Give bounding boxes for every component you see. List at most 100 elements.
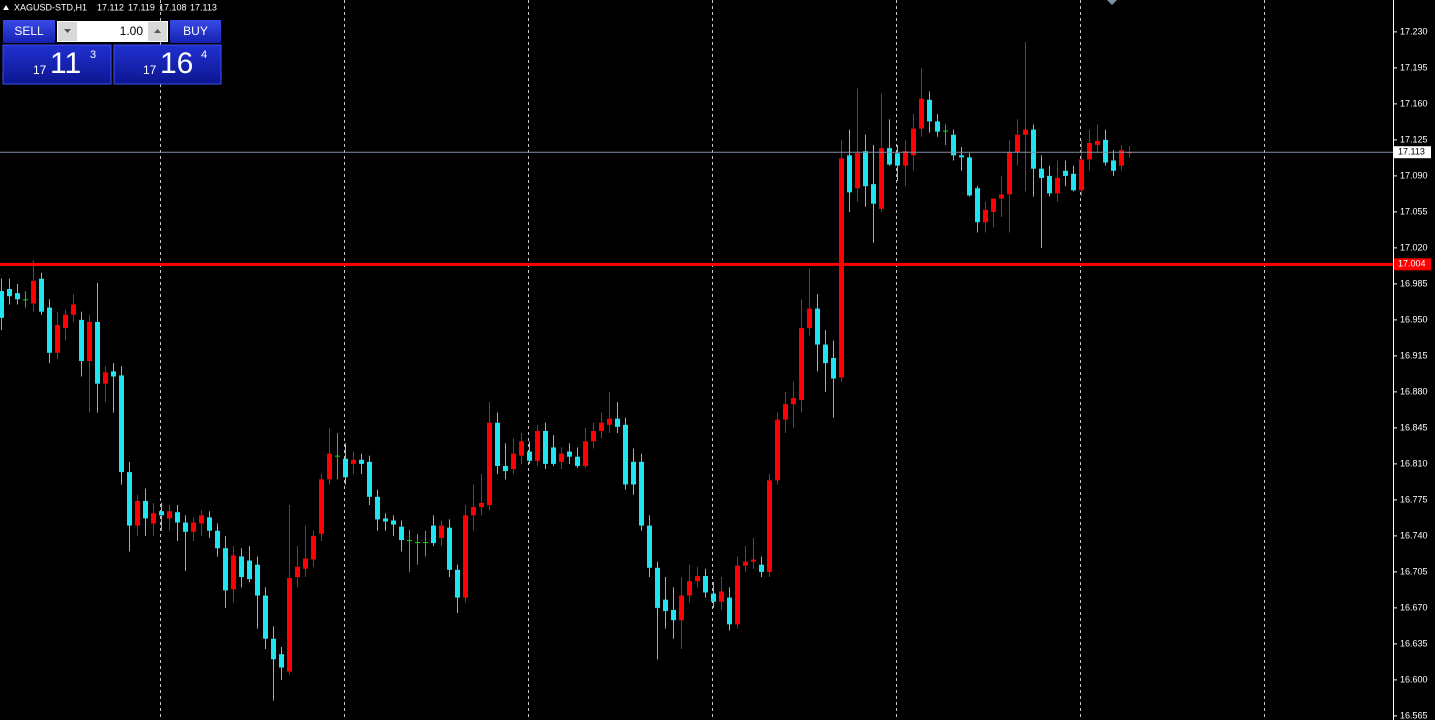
lot-input[interactable] [57, 21, 168, 42]
candle-body [0, 291, 4, 318]
candle-body [487, 422, 492, 506]
candle-body [759, 564, 764, 572]
grid [160, 0, 1265, 720]
candle-body [247, 560, 252, 580]
high-value: 17.119 [128, 2, 155, 12]
candle-body [783, 404, 788, 420]
candle-body [831, 357, 836, 379]
candle-body [567, 451, 572, 457]
candle-body [455, 569, 460, 598]
candle-body [503, 465, 508, 472]
candle-body [855, 153, 860, 189]
candle-body [703, 576, 708, 593]
candle-body [575, 456, 580, 466]
candle-body [935, 121, 940, 132]
candle-body [1055, 177, 1060, 194]
candle-body [839, 158, 844, 378]
price-axis: 17.230 17.195 17.160 17.125 17.090 17.055 17.0… [1393, 26, 1428, 720]
candle-body [495, 422, 500, 466]
low-value: 17.108 [159, 2, 187, 12]
candle-body [39, 278, 44, 312]
candle-body [327, 453, 332, 480]
candle-body [135, 500, 140, 526]
candle-body [775, 419, 780, 481]
price-label-box [1394, 258, 1431, 271]
candle-body [927, 99, 932, 122]
buy-label[interactable]: BUY [183, 24, 208, 38]
candle-body [279, 654, 284, 668]
buy-price-box[interactable] [113, 44, 222, 85]
candle-body [311, 535, 316, 560]
candle-body [471, 507, 476, 516]
y-tick-label: 17.125 [1400, 134, 1428, 144]
collapse-icon [3, 5, 9, 10]
candle-body [871, 184, 876, 204]
candle-body [559, 453, 564, 462]
sell-label[interactable]: SELL [14, 24, 44, 38]
candle-body [999, 194, 1004, 199]
price-label: 17.113 [1398, 147, 1425, 157]
candle-body [879, 148, 884, 209]
candle-body [671, 609, 676, 621]
shift-marker [1107, 0, 1117, 5]
sell-button[interactable] [3, 20, 55, 43]
candle-body [319, 479, 324, 534]
candle-body [623, 424, 628, 485]
candle-body [991, 198, 996, 212]
candle-body [791, 398, 796, 405]
candle-body [607, 418, 612, 425]
candle-body [679, 595, 684, 621]
candle-body [895, 153, 900, 166]
candle-body [1127, 152, 1132, 154]
candle-body [911, 128, 916, 156]
candle-body [151, 513, 156, 524]
candle-body [223, 548, 228, 591]
candle-body [815, 308, 820, 345]
candle-body [287, 578, 292, 672]
y-tick-label: 17.020 [1400, 242, 1428, 252]
candle-body [807, 308, 812, 329]
candle-body [359, 459, 364, 464]
price-label: 17.004 [1398, 259, 1426, 269]
candle-body [727, 597, 732, 625]
close-value: 17.113 [190, 2, 217, 12]
candle-body [951, 134, 956, 156]
candle-body [959, 155, 964, 158]
candle-body [599, 422, 604, 431]
candle-body [447, 527, 452, 570]
candle-body [751, 559, 756, 562]
candle-body [1087, 142, 1092, 160]
buy-button[interactable] [170, 20, 221, 43]
y-tick-label: 16.950 [1400, 314, 1428, 324]
sell-price-box[interactable] [2, 44, 112, 85]
y-tick-label: 16.985 [1400, 278, 1428, 288]
candle-body [375, 496, 380, 520]
candle-body [31, 280, 36, 304]
candle-body [271, 638, 276, 660]
buy-price-main: 16 [160, 47, 193, 80]
candle-body [1007, 152, 1012, 195]
candle-body [255, 564, 260, 596]
candle-body [591, 430, 596, 442]
candle-body [343, 458, 348, 478]
y-tick-label: 17.160 [1400, 98, 1428, 108]
candle-body [1095, 140, 1100, 146]
candle-body [79, 319, 84, 362]
candle-body [231, 555, 236, 590]
y-tick-label: 17.230 [1400, 26, 1428, 36]
candle-body [1103, 139, 1108, 163]
candle-body [1079, 159, 1084, 191]
symbol: XAGUSD-STD,H1 [14, 2, 87, 12]
candle-body [71, 304, 76, 315]
y-tick-label: 16.810 [1400, 458, 1428, 468]
candle-body [615, 418, 620, 427]
candle-body [1031, 129, 1036, 169]
lot-value[interactable]: 1.00 [120, 24, 144, 38]
candle-body [207, 517, 212, 531]
candle-body [159, 511, 164, 516]
candle-body [975, 188, 980, 223]
candle-body [335, 455, 340, 457]
candle-body [1119, 150, 1124, 166]
y-tick-label: 16.775 [1400, 494, 1428, 504]
y-tick-label: 16.565 [1400, 710, 1428, 720]
